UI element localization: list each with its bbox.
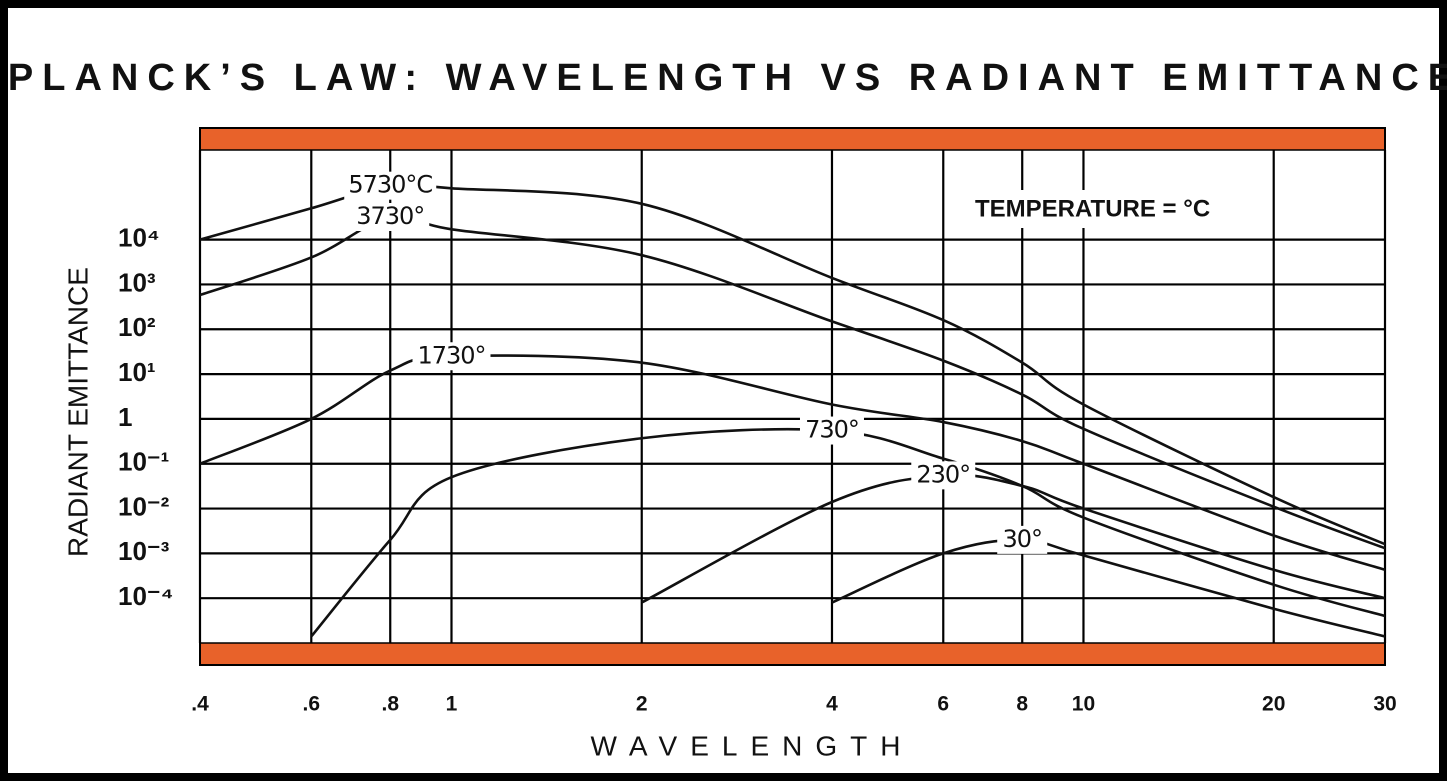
- annotation: TEMPERATURE = °C: [975, 195, 1210, 222]
- y-tick-label: 10⁻⁴: [118, 581, 174, 611]
- annotation-bg: [968, 190, 1258, 228]
- y-tick-label: 1: [118, 402, 132, 432]
- x-axis-label: WAVELENGTH: [591, 730, 914, 761]
- chart-title: PLANCK’S LAW: WAVELENGTH VS RADIANT EMIT…: [8, 57, 1447, 99]
- y-tick-label: 10³: [118, 267, 156, 297]
- x-tick-label: 10: [1072, 693, 1095, 716]
- curve-label-bg: [799, 416, 864, 445]
- x-tick-label: 4: [826, 693, 838, 716]
- series-line: [831, 538, 1385, 638]
- x-tick-label: 2: [636, 693, 648, 716]
- y-tick-label: 10²: [118, 312, 156, 342]
- series-line: [200, 354, 1385, 572]
- y-tick-label: 10⁻²: [118, 491, 170, 521]
- x-tick-label: 6: [937, 693, 949, 716]
- curve-label-bg: [911, 461, 976, 490]
- y-tick-label: 10¹: [118, 357, 156, 387]
- x-tick-label: 8: [1016, 693, 1028, 716]
- x-tick-label: 30: [1373, 693, 1396, 716]
- curve-label: 30°: [1002, 525, 1042, 553]
- curve-label: 3730°: [356, 202, 424, 230]
- x-tick-label: 1: [446, 693, 458, 716]
- curve-label-bg: [344, 171, 437, 200]
- curve-label-bg: [412, 342, 491, 371]
- plot-border: [199, 127, 1386, 666]
- y-tick-label: 10⁻³: [118, 536, 170, 566]
- x-tick-label: .4: [191, 693, 209, 716]
- y-tick-label: 10⁻¹: [118, 447, 169, 477]
- curve-label: 730°: [805, 416, 859, 444]
- y-tick-label: 10⁴: [118, 223, 160, 253]
- top-band: [199, 127, 1386, 151]
- curve-label: 1730°: [417, 341, 485, 369]
- curve-label-bg: [997, 525, 1048, 554]
- series-line: [641, 473, 1385, 604]
- curve-label: 5730°C: [348, 171, 432, 199]
- curve-label: 230°: [916, 460, 970, 488]
- bottom-band: [199, 642, 1386, 666]
- y-axis-label: RADIANT EMITTANCE: [62, 267, 93, 557]
- curve-label-bg: [351, 202, 430, 231]
- x-tick-label: .8: [381, 693, 399, 716]
- x-tick-label: 20: [1262, 693, 1285, 716]
- x-tick-label: .6: [303, 693, 321, 716]
